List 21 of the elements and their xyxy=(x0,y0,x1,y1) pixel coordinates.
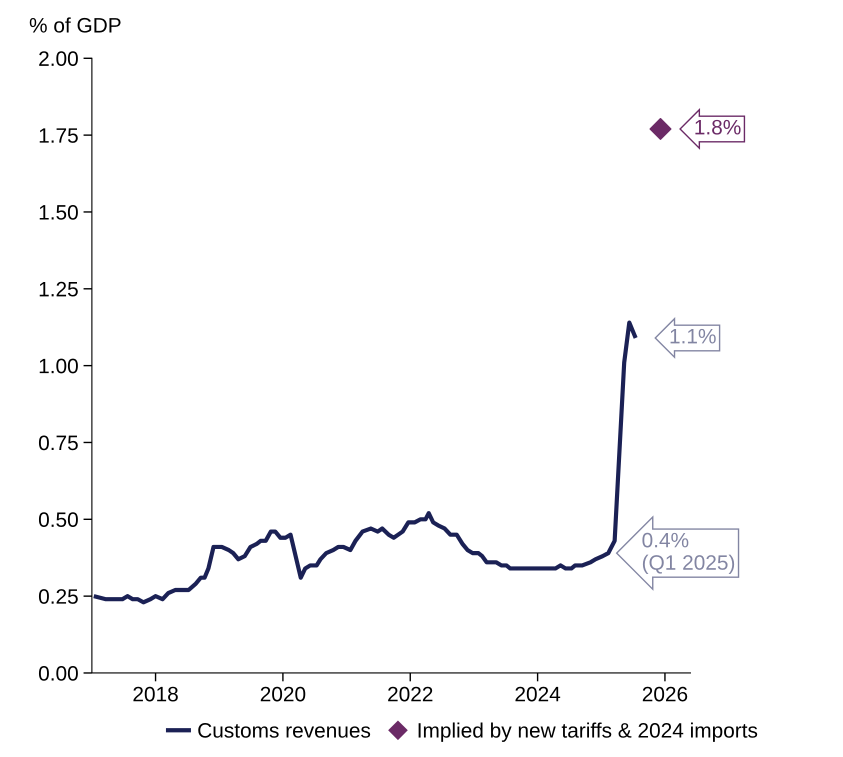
legend-label: Implied by new tariffs & 2024 imports xyxy=(418,722,758,742)
y-tick-label: 1.50 xyxy=(40,204,78,220)
data-label: 0.4% (Q1 2025) xyxy=(642,532,734,574)
line-series xyxy=(92,320,638,604)
y-tick-label: 0.75 xyxy=(38,435,78,450)
x-tick-label: 2024 xyxy=(515,686,560,702)
y-axis-title: % of GDP xyxy=(30,17,121,33)
y-tick-label: 1.25 xyxy=(40,282,78,297)
x-tick-label: 2022 xyxy=(388,686,432,702)
legend-label: Customs revenues xyxy=(198,723,370,738)
y-tick-label: 0.50 xyxy=(38,512,78,528)
y-tick-label: 0.25 xyxy=(38,589,78,604)
data-label: 1.8% xyxy=(695,120,741,135)
y-tick-label: 0.00 xyxy=(38,666,78,681)
x-tick-label: 2026 xyxy=(642,686,688,702)
y-tick-label: 1.75 xyxy=(40,128,78,143)
x-tick-label: 2020 xyxy=(260,686,306,702)
data-label: 1.1% xyxy=(670,328,716,344)
y-tick-label: 2.00 xyxy=(39,51,78,66)
y-tick-label: 1.00 xyxy=(40,358,78,374)
x-tick-label: 2018 xyxy=(133,686,178,702)
